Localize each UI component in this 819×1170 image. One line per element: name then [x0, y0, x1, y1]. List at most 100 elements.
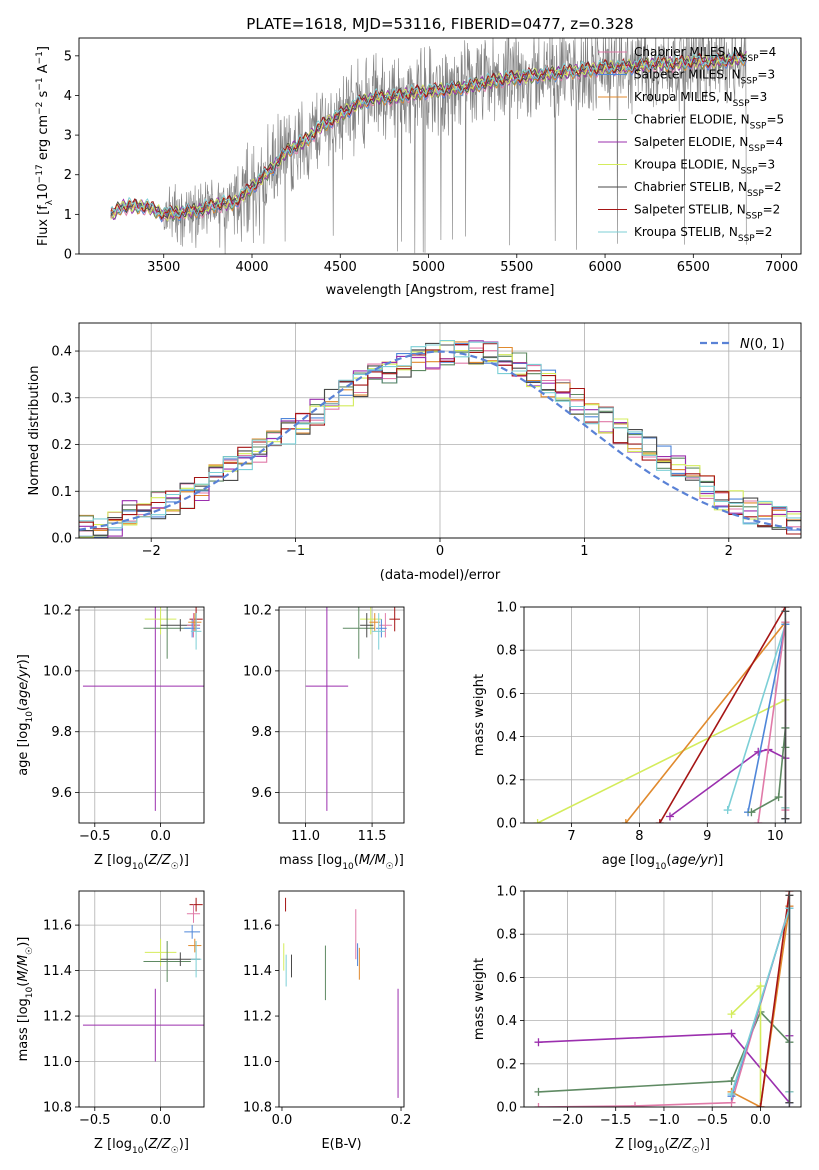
y-tick-label: 3 — [64, 129, 72, 144]
axes-frame — [523, 606, 802, 824]
weight-line-kroupa-stelib — [726, 624, 787, 811]
x-tick-label: 0 — [436, 544, 444, 559]
y-tick-label: 10.2 — [43, 604, 72, 619]
weight-marker — [754, 819, 763, 823]
y-tick-label: 4 — [64, 89, 72, 104]
weight-marker — [630, 1101, 639, 1107]
y-tick-label: 11.0 — [43, 1055, 72, 1070]
y-tick-label: 9.8 — [51, 725, 72, 740]
y-tick-label: 0.4 — [51, 345, 72, 360]
legend-entry: Kroupa MILES, NSSP=3 — [634, 90, 767, 109]
weight-marker — [785, 891, 794, 900]
x-axis-label: Z [log10(Z/Z☉)] — [615, 1137, 710, 1156]
x-tick-label: −2.0 — [552, 1113, 584, 1128]
y-tick-label: 9.8 — [251, 725, 272, 740]
x-tick-label: −0.5 — [79, 829, 111, 844]
weight-marker — [621, 819, 630, 823]
weight-marker — [727, 1029, 736, 1038]
weight-marker — [785, 1098, 794, 1107]
y-tick-label: 11.6 — [243, 919, 272, 934]
y-tick-label: 2 — [64, 168, 72, 183]
x-tick-label: −1 — [286, 544, 305, 559]
y-tick-label: 0.8 — [496, 928, 517, 943]
x-tick-label: 7 — [567, 829, 575, 844]
weight-marker — [781, 814, 790, 823]
x-axis-label: E(B-V) — [321, 1137, 361, 1152]
y-tick-label: 1 — [64, 208, 72, 223]
weight-marker — [727, 1077, 736, 1086]
axes-frame — [278, 890, 405, 1108]
axes-frame — [278, 606, 405, 824]
y-tick-label: 11.2 — [43, 1010, 72, 1025]
y-tick-label: 11.6 — [43, 919, 72, 934]
x-tick-label: 11.0 — [291, 829, 320, 844]
x-tick-label: 4500 — [324, 260, 357, 275]
x-tick-label: 0.0 — [150, 829, 171, 844]
x-tick-label: 9 — [703, 829, 711, 844]
y-tick-label: 0.2 — [51, 438, 72, 453]
y-tick-label: 0.8 — [496, 644, 517, 659]
x-tick-label: 5500 — [500, 260, 533, 275]
axes-frame — [78, 322, 802, 539]
y-tick-label: 0.6 — [496, 971, 517, 986]
y-tick-label: 11.4 — [243, 964, 272, 979]
legend-entry: N(0, 1) — [740, 337, 785, 352]
y-tick-label: 0.0 — [496, 1101, 517, 1116]
figure-title: PLATE=1618, MJD=53116, FIBERID=0477, z=0… — [246, 15, 633, 33]
weight-marker — [533, 819, 542, 823]
model-line-chabrier-stelib — [110, 49, 747, 219]
x-axis-label: (data-model)/error — [380, 568, 501, 583]
weight-marker — [665, 812, 674, 821]
axes-frame — [523, 890, 802, 1108]
legend-entry: Salpeter ELODIE, NSSP=4 — [634, 135, 783, 154]
weight-line-salpeter-stelib — [659, 607, 787, 823]
y-tick-label: 0 — [64, 248, 72, 263]
y-tick-label: 1.0 — [496, 601, 517, 616]
y-tick-label: 11.4 — [43, 964, 72, 979]
y-tick-label: 10.8 — [43, 1101, 72, 1116]
legend-entry: Kroupa ELODIE, NSSP=3 — [634, 158, 775, 177]
weight-line-kroupa-miles — [625, 619, 787, 823]
y-axis-label: mass [log10(M/M☉)] — [16, 937, 35, 1062]
x-tick-label: 10 — [767, 829, 784, 844]
x-axis-label: age [log10(age/yr)] — [602, 853, 724, 872]
x-tick-label: 8 — [635, 829, 643, 844]
x-tick-label: 5000 — [412, 260, 445, 275]
weight-line-salpeter-elodie — [669, 748, 786, 818]
weight-marker — [655, 819, 664, 823]
y-tick-label: 10.0 — [243, 664, 272, 679]
model-line-kroupa-stelib — [110, 50, 747, 218]
weight-marker — [534, 1038, 543, 1047]
y-tick-label: 0.4 — [496, 1014, 517, 1029]
y-axis-label: mass weight — [472, 674, 487, 756]
y-tick-label: 9.6 — [251, 786, 272, 801]
x-tick-label: 6000 — [589, 260, 622, 275]
weight-marker — [774, 793, 783, 802]
x-tick-label: 0.2 — [391, 1113, 412, 1128]
weight-marker — [781, 607, 790, 616]
y-tick-label: 0.6 — [496, 687, 517, 702]
y-tick-label: 5 — [64, 49, 72, 64]
y-tick-label: 11.2 — [243, 1010, 272, 1025]
x-tick-label: 11.5 — [358, 829, 387, 844]
weight-marker — [756, 1103, 765, 1107]
normal-curve — [79, 350, 801, 531]
legend-entry: Kroupa STELIB, NSSP=2 — [634, 225, 772, 244]
histogram-salpeter-elodie — [79, 340, 801, 538]
y-tick-label: 0.1 — [51, 485, 72, 500]
x-axis-label: Z [log10(Z/Z☉)] — [94, 1137, 189, 1156]
x-tick-label: 6500 — [677, 260, 710, 275]
y-axis-label: Flux [fλ10−17 erg cm−2 s−1 A−1] — [35, 46, 55, 246]
x-tick-label: 7000 — [765, 260, 798, 275]
y-tick-label: 10.8 — [243, 1101, 272, 1116]
x-axis-label: wavelength [Angstrom, rest frame] — [326, 283, 555, 298]
model-line-kroupa-elodie — [110, 50, 747, 222]
x-tick-label: −2 — [142, 544, 161, 559]
y-tick-label: 9.6 — [51, 786, 72, 801]
x-axis-label: mass [log10(M/M☉)] — [279, 853, 404, 872]
weight-line-salpeter-stelib — [759, 891, 791, 1107]
x-tick-label: 1 — [580, 544, 588, 559]
weight-line-kroupa-elodie — [537, 699, 786, 823]
y-tick-label: 11.0 — [243, 1055, 272, 1070]
